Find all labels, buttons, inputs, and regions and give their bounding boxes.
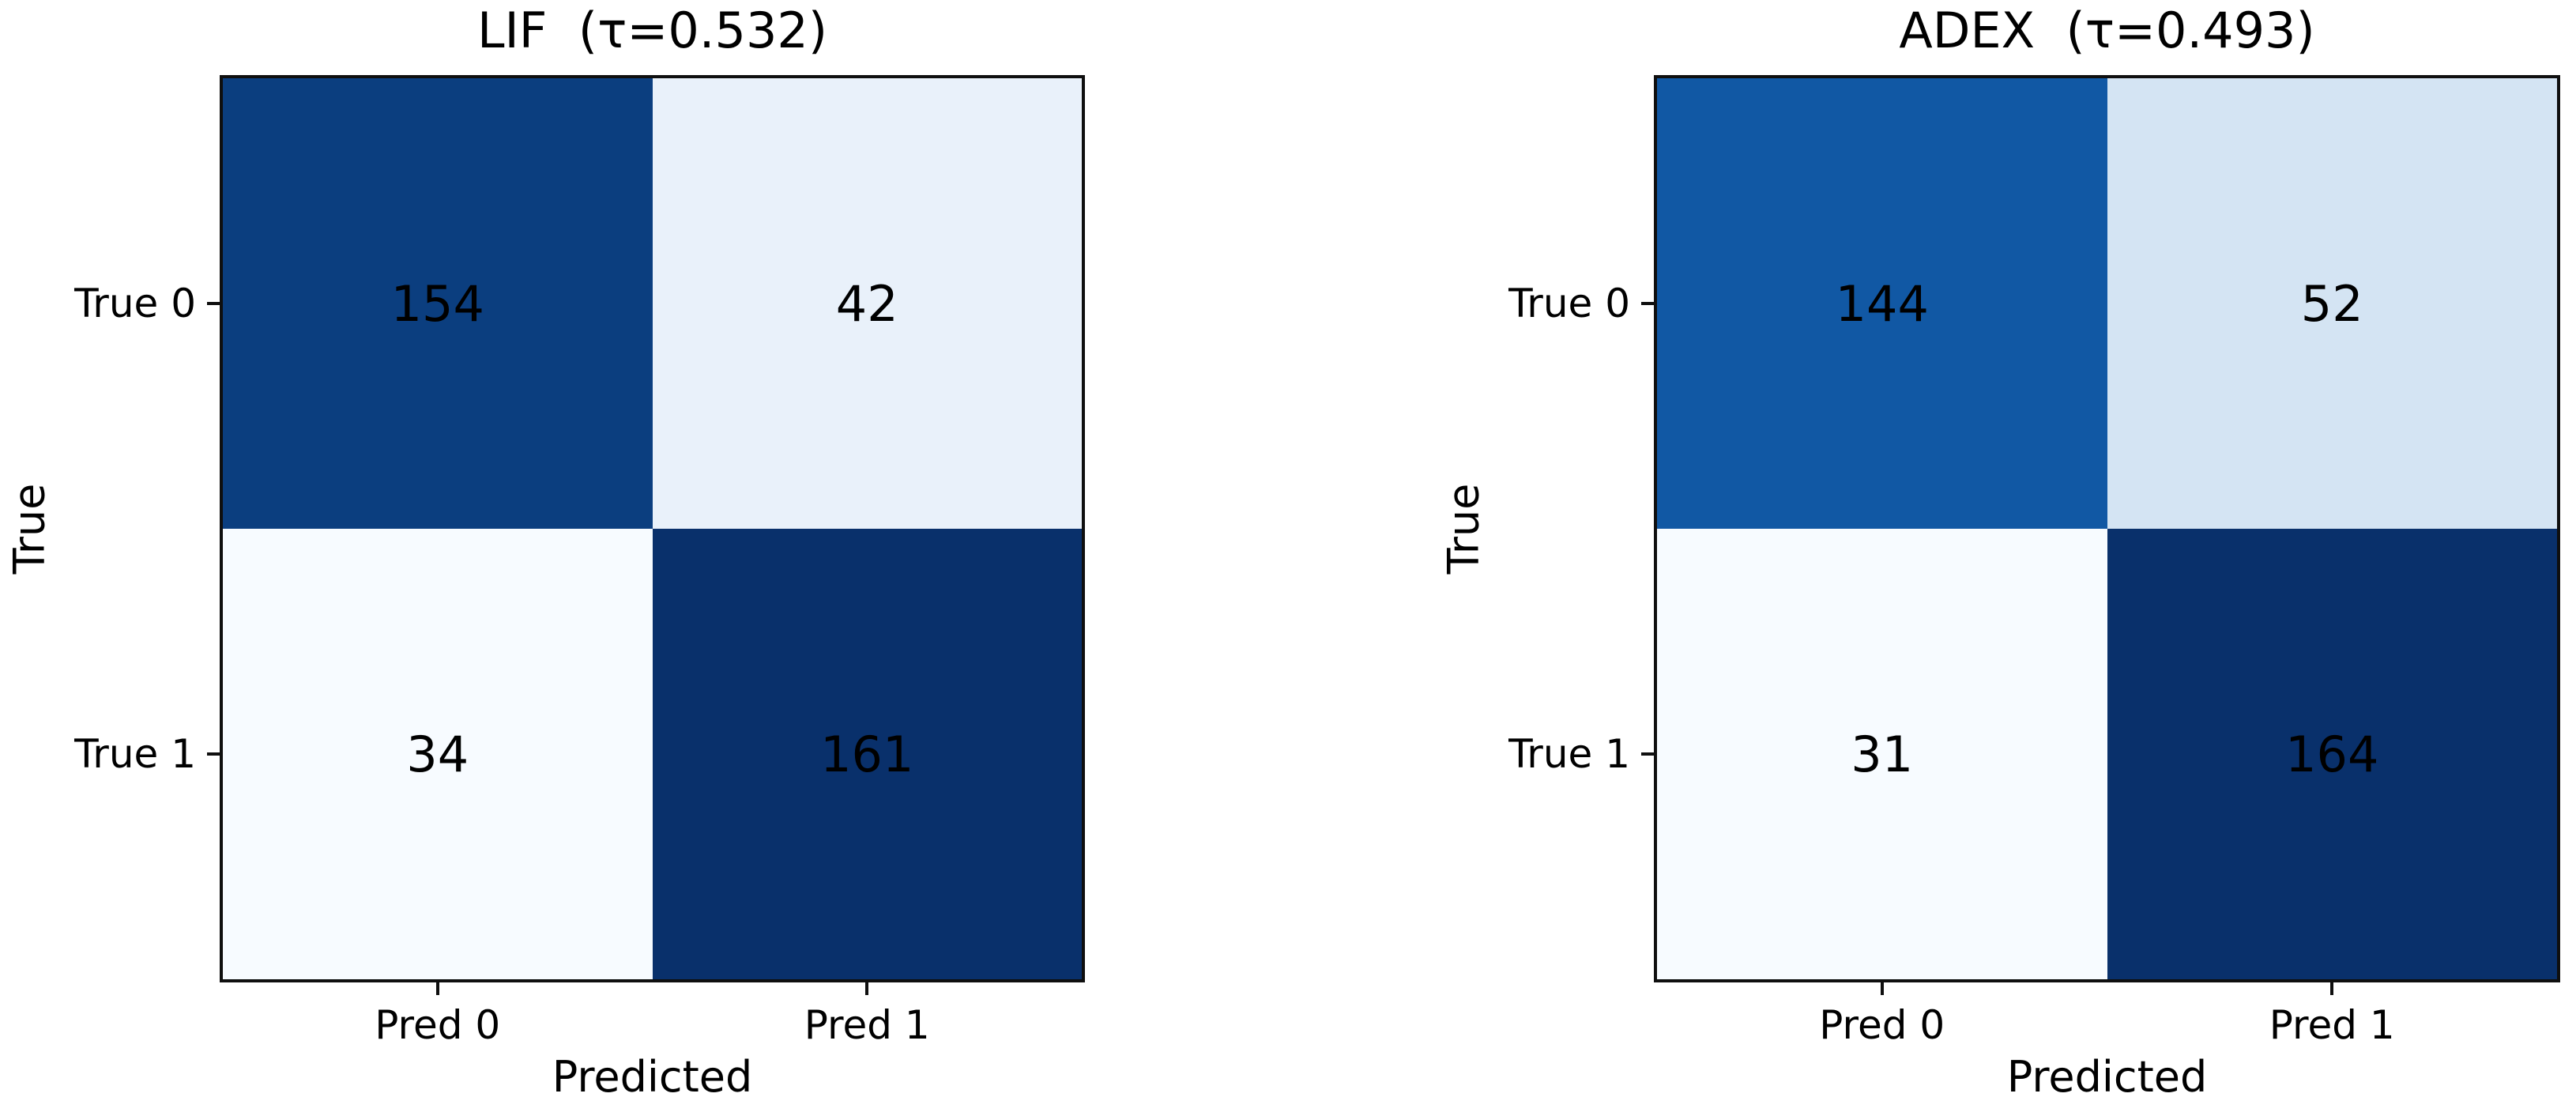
cell-true1-pred0: 34 [223,529,653,979]
x-tick-label-pred1: Pred 1 [804,1002,930,1048]
x-tick-mark [865,982,869,995]
x-tick-label-pred0: Pred 0 [375,1002,501,1048]
cell-true1-pred1: 161 [652,529,1082,979]
y-tick-label-true0: True 0 [74,281,196,326]
y-axis-label: True [4,483,55,575]
y-tick-label-true0: True 0 [1508,281,1630,326]
confusion-matrix-lif: LIF (τ=0.532) 154 42 34 161 True 0 True … [4,3,1085,1100]
cell-true0-pred1: 42 [652,78,1082,529]
x-tick-mark [1880,982,1884,995]
x-axis-label: Predicted [2006,1052,2208,1102]
cell-true1-pred0: 31 [1657,529,2107,979]
plot-title-lif: LIF (τ=0.532) [476,1,828,59]
y-tick-mark [207,302,220,305]
cell-true1-pred1: 164 [2107,529,2557,979]
y-tick-mark [207,752,220,756]
x-tick-mark [2330,982,2334,995]
y-axis-label: True [1438,483,1489,575]
x-tick-mark [435,982,439,995]
y-tick-label-true1: True 1 [1508,731,1630,777]
x-axis-label: Predicted [552,1052,753,1102]
plot-title-adex: ADEX (τ=0.493) [1899,1,2315,59]
cell-true0-pred1: 52 [2107,78,2557,529]
confusion-matrix-adex: ADEX (τ=0.493) 144 52 31 164 True 0 True… [1438,3,2560,1100]
y-tick-mark [1641,752,1654,756]
cell-true0-pred0: 154 [223,78,653,529]
x-tick-label-pred0: Pred 0 [1819,1002,1945,1048]
y-tick-label-true1: True 1 [74,731,196,777]
y-tick-mark [1641,302,1654,305]
x-tick-label-pred1: Pred 1 [2269,1002,2395,1048]
cell-true0-pred0: 144 [1657,78,2107,529]
